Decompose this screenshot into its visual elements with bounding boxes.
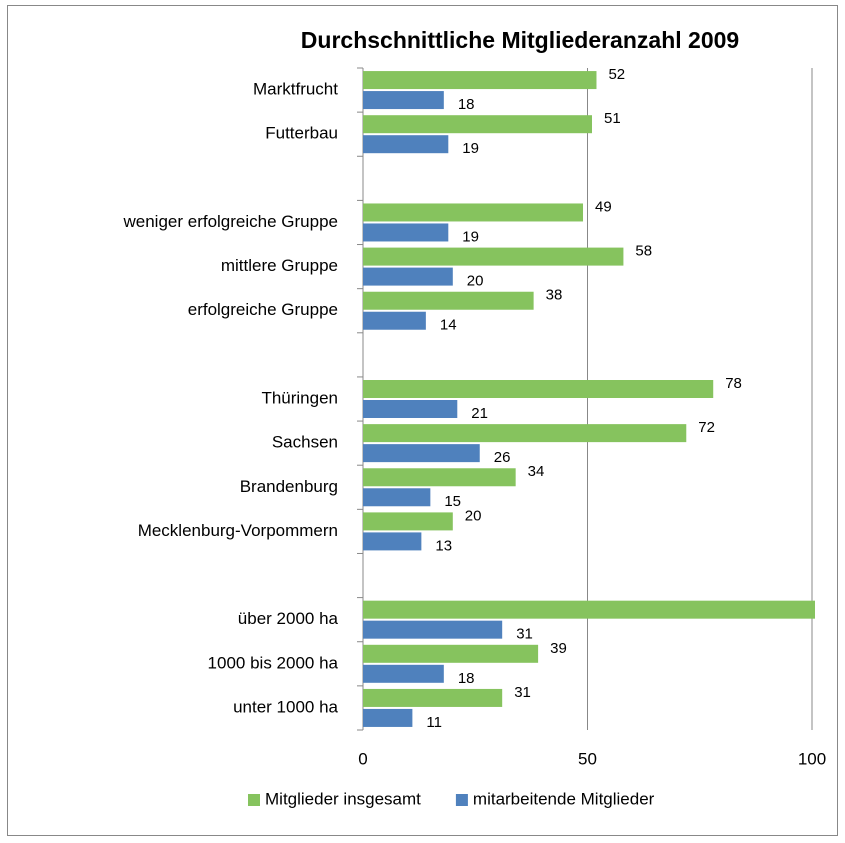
bar — [363, 532, 422, 551]
bar — [363, 444, 480, 463]
value-label: 58 — [635, 243, 652, 260]
value-label: 18 — [458, 670, 475, 687]
bar — [363, 488, 431, 507]
value-label: 34 — [528, 463, 545, 480]
bar — [363, 380, 714, 398]
y-tick-label: weniger erfolgreiche Gruppe — [122, 212, 338, 231]
chart-title: Durchschnittliche Mitgliederanzahl 2009 — [301, 27, 739, 53]
bar — [363, 135, 449, 154]
x-tick-label: 100 — [798, 749, 826, 768]
value-label: 31 — [516, 626, 533, 643]
value-label: 19 — [462, 228, 479, 245]
bar — [363, 664, 444, 683]
y-tick-label: erfolgreiche Gruppe — [188, 300, 338, 319]
value-label: 11 — [426, 714, 442, 731]
value-label: 78 — [725, 375, 742, 392]
value-label: 20 — [467, 273, 484, 290]
value-label: 72 — [698, 419, 715, 436]
value-label: 49 — [595, 198, 612, 215]
legend-label: mitarbeitende Mitglieder — [473, 789, 655, 808]
y-tick-label: unter 1000 ha — [233, 697, 338, 716]
bar — [363, 203, 584, 222]
value-label: 39 — [550, 640, 567, 657]
bar — [363, 71, 597, 90]
bar — [363, 468, 516, 487]
bar — [363, 223, 449, 242]
bar — [363, 311, 426, 330]
value-label: 20 — [465, 507, 482, 524]
bar — [363, 644, 539, 663]
value-label: 38 — [546, 287, 563, 304]
value-label: 52 — [608, 66, 625, 83]
y-tick-label: 1000 bis 2000 ha — [208, 653, 339, 672]
y-tick-label: Futterbau — [265, 124, 338, 143]
y-tick-label: Sachsen — [272, 433, 338, 452]
bar — [363, 708, 413, 727]
legend-swatch — [455, 794, 468, 806]
value-label: 31 — [514, 684, 531, 701]
bar — [363, 247, 624, 266]
bars — [363, 71, 815, 727]
bar — [363, 91, 444, 110]
x-tick-label: 0 — [358, 749, 367, 768]
y-tick-label: mittlere Gruppe — [221, 256, 338, 275]
value-label: 13 — [435, 537, 452, 554]
value-label: 26 — [494, 449, 511, 466]
value-label: 21 — [471, 405, 488, 422]
bar — [363, 424, 687, 443]
value-label: 15 — [444, 493, 461, 510]
value-label: 19 — [462, 140, 479, 157]
y-tick-label: Mecklenburg-Vorpommern — [138, 521, 338, 540]
y-tick-label: Thüringen — [261, 388, 338, 407]
value-label: 51 — [604, 110, 621, 127]
bar — [363, 600, 815, 619]
y-tick-label: Brandenburg — [240, 477, 338, 496]
bar — [363, 115, 592, 134]
legend-swatch — [248, 794, 260, 806]
bar — [363, 512, 453, 531]
value-label: 18 — [458, 96, 475, 113]
bar — [363, 400, 458, 418]
bar — [363, 291, 534, 310]
bar — [363, 688, 503, 707]
y-tick-label: über 2000 ha — [238, 609, 339, 628]
bar — [363, 620, 503, 639]
y-tick-label: Marktfrucht — [253, 80, 338, 99]
legend-label: Mitglieder insgesamt — [265, 789, 421, 808]
x-tick-label: 50 — [578, 749, 597, 768]
value-label: 14 — [440, 317, 457, 334]
bar — [363, 267, 453, 286]
